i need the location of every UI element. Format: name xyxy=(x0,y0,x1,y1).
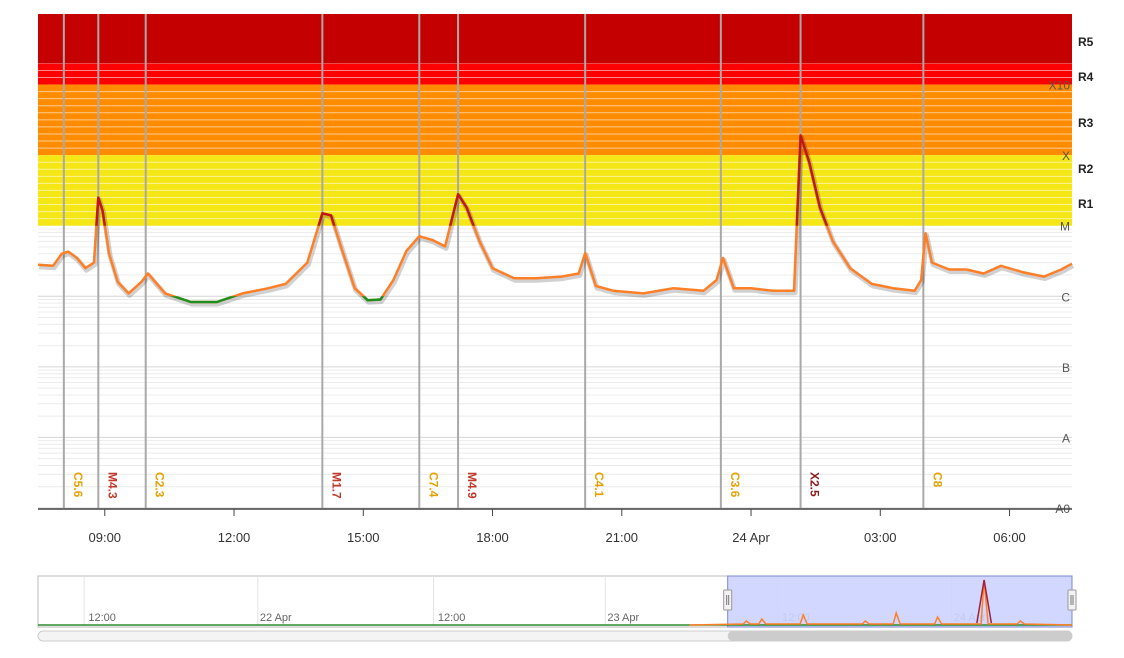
x-tick-label: 06:00 xyxy=(993,530,1026,545)
flare-label-m1.7: M1.7 xyxy=(329,472,343,499)
flare-labels: C5.6 M4.3 C2.3 M1.7 C7.4 M4.9 C4.1 C3.6 X2.5 C8 xyxy=(71,472,945,499)
navigator-selection xyxy=(727,575,1073,628)
flux-series xyxy=(37,134,1075,307)
grid-lines xyxy=(38,228,1072,509)
rb-label-r1: R1 xyxy=(1078,197,1094,211)
y-label-x10: X10 xyxy=(1049,79,1071,93)
series-line xyxy=(37,134,1073,304)
navigator-handle-left[interactable] xyxy=(723,589,733,611)
flare-label-m4.9: M4.9 xyxy=(465,472,479,499)
radio-blackout-labels: R5 R4 R3 R2 R1 xyxy=(1078,35,1094,211)
rb-label-r5: R5 xyxy=(1078,35,1094,49)
radio-blackout-bands xyxy=(38,14,1072,226)
x-tick-label: 18:00 xyxy=(476,530,509,545)
flare-label-c3.6: C3.6 xyxy=(728,472,742,498)
x-tick-label: 15:00 xyxy=(347,530,380,545)
navigator-scrollbar-thumb[interactable] xyxy=(727,631,1072,641)
navigator-label: 23 Apr xyxy=(607,612,639,624)
series-shadow xyxy=(38,135,1075,307)
flare-label-x2.5: X2.5 xyxy=(808,472,822,497)
navigator-series-flares xyxy=(689,579,1073,626)
flare-label-c4.1: C4.1 xyxy=(592,472,606,498)
flare-label-c8: C8 xyxy=(930,472,944,488)
flare-label-m4.3: M4.3 xyxy=(105,472,119,499)
flare-label-c7.4: C7.4 xyxy=(426,472,440,498)
rb-label-r2: R2 xyxy=(1078,162,1094,176)
flare-label-c5.6: C5.6 xyxy=(71,472,85,498)
x-tick-label: 21:00 xyxy=(606,530,639,545)
x-axis: 09:00 12:00 15:00 18:00 21:00 24 Apr 03:00 06:0… xyxy=(38,508,1072,545)
rb-label-r3: R3 xyxy=(1078,116,1094,130)
flare-marker-lines xyxy=(62,14,925,508)
y-label-b: B xyxy=(1062,361,1070,375)
y-label-x: X xyxy=(1062,149,1070,163)
navigator-x-peak xyxy=(976,579,993,624)
y-label-c: C xyxy=(1061,290,1070,304)
rb-label-r4: R4 xyxy=(1078,70,1094,84)
y-label-a: A xyxy=(1062,431,1070,445)
x-tick-label: 09:00 xyxy=(89,530,122,545)
flare-label-c2.3: C2.3 xyxy=(153,472,167,498)
y-label-m: M xyxy=(1060,220,1070,234)
navigator-label: 12:00 xyxy=(88,612,116,624)
navigator-label: 22 Apr xyxy=(260,612,292,624)
x-tick-label: 12:00 xyxy=(218,530,251,545)
x-tick-label: 24 Apr xyxy=(732,530,770,545)
x-tick-label: 03:00 xyxy=(864,530,897,545)
navigator-label: 12:00 xyxy=(438,612,466,624)
band-r5 xyxy=(38,14,1072,64)
navigator-handle-right[interactable] xyxy=(1067,589,1077,611)
